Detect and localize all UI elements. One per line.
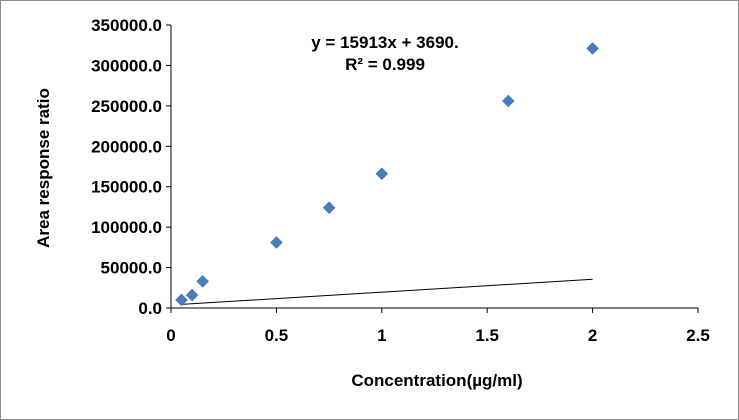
trendline-equation: y = 15913x + 3690. [311,33,458,52]
x-axis-title: Concentration(µg/ml) [351,371,522,390]
y-tick-label: 200000.0 [91,137,162,156]
x-tick-label: 0.5 [265,326,289,345]
data-point [185,288,199,302]
y-tick-label: 0.0 [138,299,162,318]
x-tick-label: 2.5 [686,326,710,345]
y-tick-label: 300000.0 [91,56,162,75]
y-tick-label: 350000.0 [91,16,162,35]
data-point [270,236,283,249]
data-point [196,274,209,288]
data-point [586,42,599,55]
y-axis: 0.0 50000.0 100000.0 150000.0 200000.0 250000… [91,16,172,318]
x-tick-label: 1.5 [475,326,499,345]
x-tick-label: 2 [588,326,597,345]
x-axis: 0 0.5 1 1.5 2 2.5 [166,307,710,345]
y-tick-label: 50000.0 [101,259,162,278]
data-point [175,293,188,307]
y-tick-label: 250000.0 [91,97,162,116]
x-tick-label: 1 [377,326,386,345]
data-point [375,167,389,181]
trendline [181,278,593,305]
data-point [501,94,515,108]
y-tick-label: 150000.0 [91,178,162,197]
y-tick-label: 100000.0 [91,218,162,237]
x-tick-label: 0 [166,326,175,345]
y-axis-title: Area response ratio [34,88,53,248]
data-point [322,201,336,215]
r-squared-label: R² = 0.999 [345,55,425,74]
